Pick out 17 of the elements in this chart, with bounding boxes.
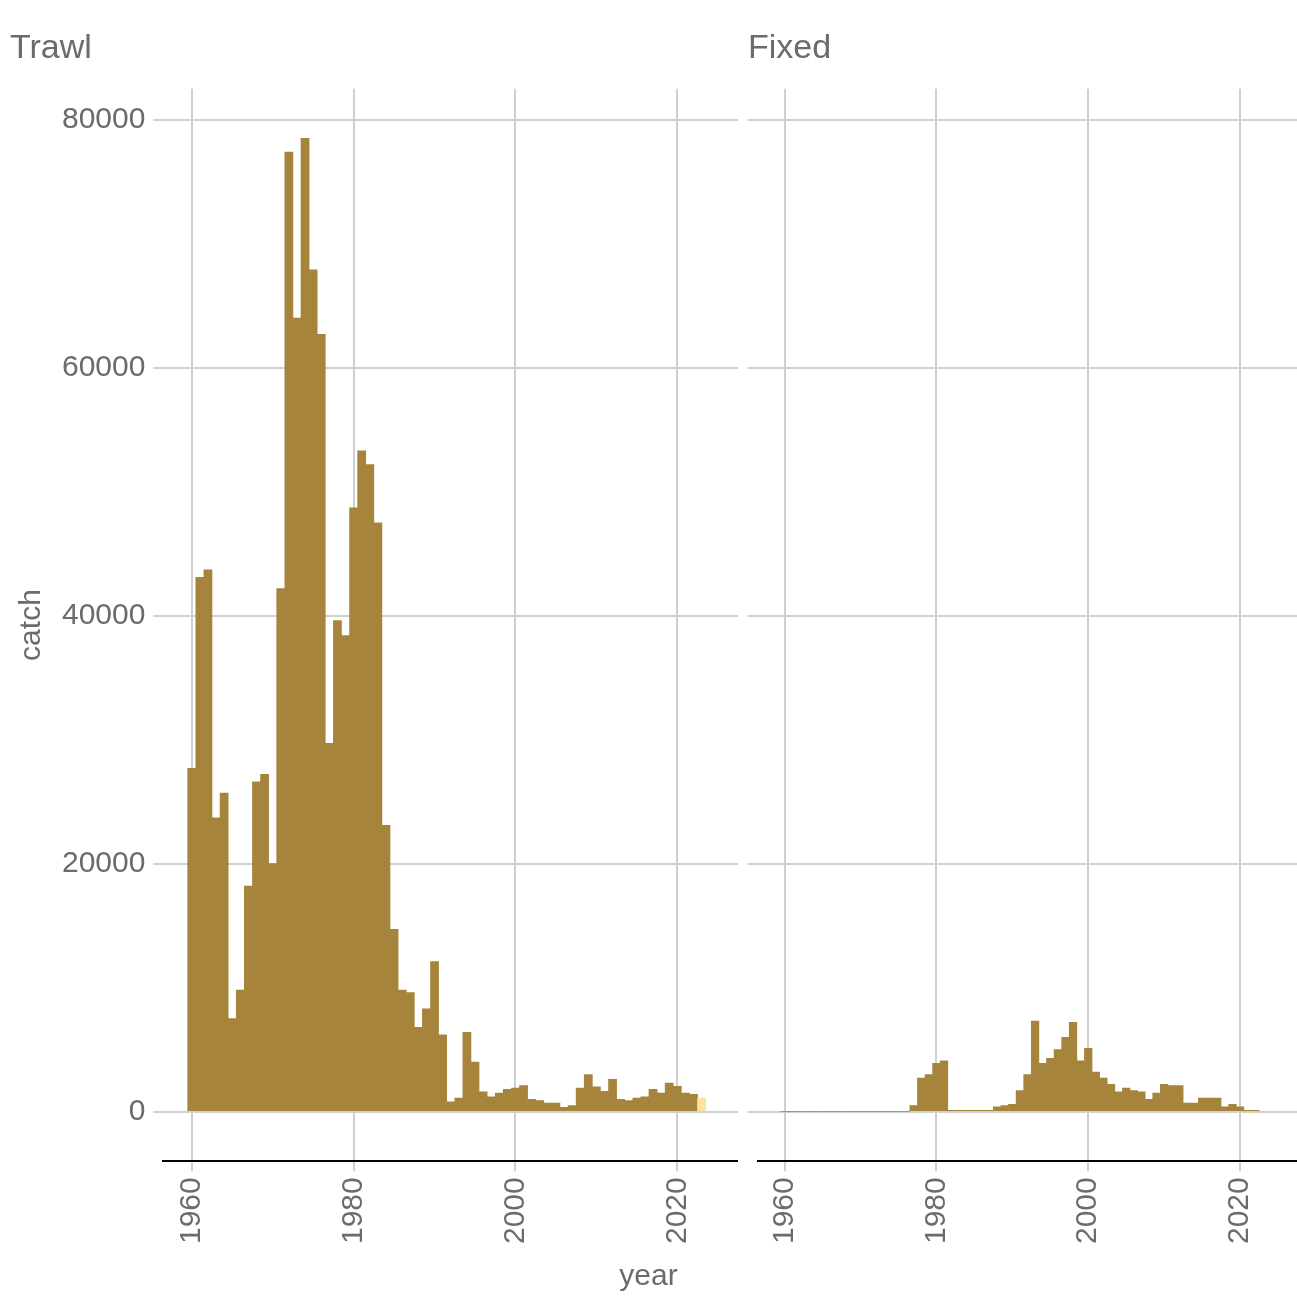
y-tick-label: 20000	[61, 844, 146, 878]
x-tick-label: 1980	[917, 1177, 951, 1245]
y-axis-title: catch	[13, 589, 47, 661]
y-tick-label: 60000	[61, 349, 146, 383]
x-tick-label: 2000	[1069, 1177, 1103, 1245]
x-tick-label: 1960	[173, 1177, 207, 1245]
chart-title: Trawl	[10, 26, 92, 65]
y-tick-label: 40000	[61, 597, 146, 630]
chart-title: Fixed	[748, 26, 832, 65]
y-tick-label: 80000	[61, 101, 146, 135]
x-tick-label: 2020	[1221, 1177, 1255, 1245]
x-tick-label: 2020	[658, 1177, 692, 1245]
x-axis-title: year	[618, 1258, 679, 1292]
y-tick-label: 0	[128, 1092, 146, 1126]
x-tick-label: 2000	[496, 1177, 530, 1245]
x-tick-label: 1960	[765, 1177, 799, 1245]
x-tick-label: 1980	[334, 1177, 368, 1245]
